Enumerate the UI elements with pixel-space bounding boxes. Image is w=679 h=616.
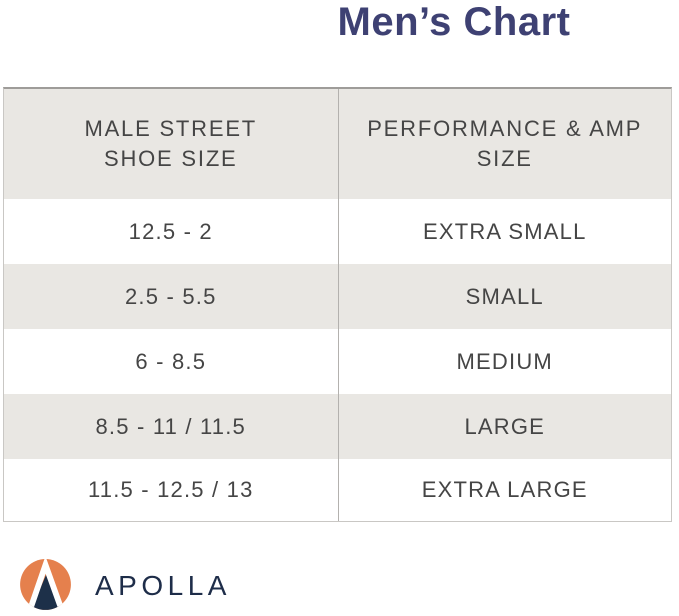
performance-size-cell: EXTRA LARGE — [337, 459, 672, 521]
column-header-line: PERFORMANCE & AMP — [367, 116, 643, 141]
table-row: 2.5 - 5.5 SMALL — [4, 264, 671, 329]
column-header-shoe-size: MALE STREET SHOE SIZE — [4, 89, 338, 199]
table-row: 6 - 8.5 MEDIUM — [4, 329, 671, 394]
shoe-size-cell: 6 - 8.5 — [135, 348, 207, 374]
table-row: 8.5 - 11 / 11.5 LARGE — [4, 394, 671, 459]
column-header-performance-size: PERFORMANCE & AMP SIZE — [337, 89, 672, 199]
shoe-size-cell: 2.5 - 5.5 — [124, 283, 217, 309]
table-row: 12.5 - 2 EXTRA SMALL — [4, 199, 671, 264]
shoe-size-cell: 11.5 - 12.5 / 13 — [87, 477, 254, 502]
column-header-line: MALE STREET — [84, 116, 258, 141]
performance-size-cell: LARGE — [337, 394, 672, 459]
table-header-row: MALE STREET SHOE SIZE PERFORMANCE & AMP … — [4, 89, 671, 199]
performance-size-cell: MEDIUM — [337, 329, 672, 394]
column-header-line: SIZE — [476, 146, 533, 171]
shoe-size-cell: 12.5 - 2 — [128, 218, 213, 244]
column-header-line: SHOE SIZE — [103, 146, 238, 171]
apolla-logo: APOLLA — [19, 558, 231, 612]
brand-wordmark: APOLLA — [95, 570, 231, 601]
page-title: Men’s Chart — [337, 0, 571, 44]
apolla-a-icon — [19, 558, 72, 612]
size-table: MALE STREET SHOE SIZE PERFORMANCE & AMP … — [3, 87, 672, 522]
performance-size-cell: EXTRA SMALL — [337, 199, 672, 264]
performance-size-cell: SMALL — [337, 264, 672, 329]
shoe-size-cell: 8.5 - 11 / 11.5 — [95, 413, 246, 439]
table-row: 11.5 - 12.5 / 13 EXTRA LARGE — [4, 459, 671, 521]
